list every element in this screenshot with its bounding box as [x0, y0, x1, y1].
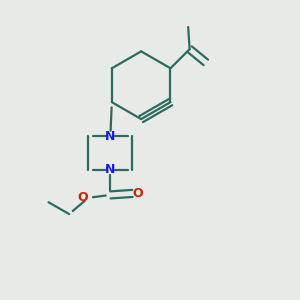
Text: O: O: [78, 191, 88, 204]
Text: N: N: [105, 164, 116, 176]
Text: O: O: [132, 187, 143, 200]
Text: N: N: [105, 130, 116, 142]
